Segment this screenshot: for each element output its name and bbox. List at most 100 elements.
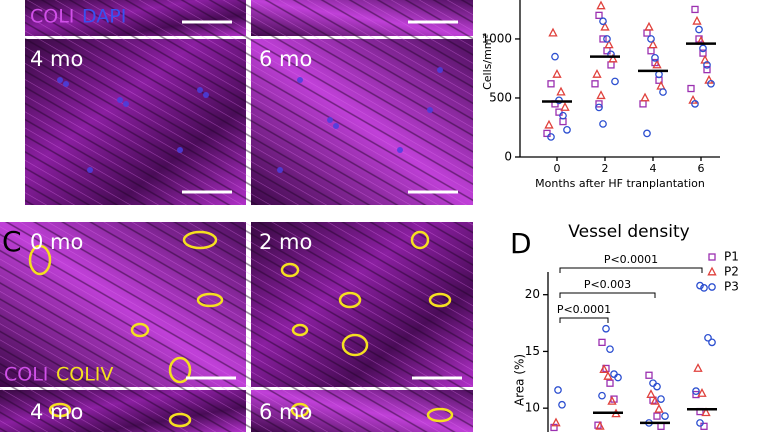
point: [556, 86, 566, 96]
point: [606, 345, 614, 354]
point: [696, 281, 704, 290]
panel-labels: COLI DAPI 4 mo 6 mo C 0 mo 2 mo 4 mo 6 m…: [2, 6, 312, 425]
time-label: 6 mo: [259, 47, 312, 71]
significance-bracket: [559, 317, 609, 323]
point: [647, 47, 655, 55]
point: [691, 5, 699, 14]
point: [563, 125, 571, 134]
point: [703, 61, 711, 69]
point: [552, 68, 562, 78]
y-tick-label: 0: [504, 150, 512, 164]
x-tick-label: 6: [698, 162, 705, 175]
time-label: 4 mo: [30, 47, 83, 71]
point: [598, 391, 606, 400]
point: [648, 39, 658, 49]
x-tick-label: 4: [650, 162, 657, 175]
point: [704, 333, 712, 342]
legend-label: P2: [724, 265, 739, 279]
point: [692, 387, 700, 395]
point: [595, 103, 603, 112]
point: [692, 15, 702, 25]
point: [558, 400, 566, 409]
point: [643, 129, 651, 138]
point: [639, 100, 647, 108]
point: [703, 65, 711, 74]
point: [607, 61, 615, 69]
point: [687, 84, 695, 93]
y-tick-label: 500: [489, 90, 512, 104]
point: [651, 53, 659, 62]
point: [606, 379, 614, 387]
point: [599, 120, 607, 128]
point: [602, 324, 610, 333]
point: [559, 111, 567, 120]
point: [560, 102, 570, 111]
point: [696, 419, 704, 427]
point: [701, 407, 711, 417]
point: [699, 44, 707, 53]
point: [644, 21, 654, 31]
point: [657, 395, 665, 403]
micrographs: [0, 0, 473, 432]
point: [595, 100, 603, 108]
panel-letter: D: [510, 227, 532, 260]
point: [547, 80, 555, 88]
point: [595, 11, 603, 19]
chart-title: Vessel density: [568, 222, 689, 242]
point: [691, 100, 699, 108]
point: [659, 88, 667, 96]
point: [603, 35, 611, 43]
time-label: 4 mo: [30, 400, 83, 424]
y-axis-label: Cells/mm²: [481, 34, 494, 90]
legend-marker: [707, 266, 717, 276]
point: [695, 25, 703, 34]
point: [551, 52, 559, 61]
point: [708, 338, 716, 347]
point: [704, 74, 714, 84]
point: [653, 382, 661, 391]
stain-label: COLIV: [56, 364, 113, 386]
y-tick-label: 15: [525, 344, 540, 358]
point: [592, 68, 602, 78]
point: [591, 80, 599, 88]
significance-bracket: [559, 267, 703, 273]
p-value: P<0.0001: [557, 303, 611, 316]
y-tick-label: 1000: [481, 31, 512, 45]
point: [700, 284, 708, 292]
x-tick-label: 2: [602, 162, 609, 175]
p-value: P<0.003: [584, 278, 631, 291]
point: [600, 21, 610, 31]
point: [693, 363, 703, 372]
x-tick-label: 0: [554, 162, 561, 175]
p-value: P<0.0001: [604, 253, 658, 266]
point: [607, 395, 617, 405]
point: [595, 420, 605, 430]
point: [650, 395, 660, 405]
point: [640, 92, 650, 102]
stain-label: COLI: [4, 364, 48, 386]
point: [654, 403, 664, 413]
legend-label: P1: [724, 250, 739, 264]
point: [608, 53, 618, 63]
panel-letter: C: [2, 225, 22, 258]
legend-marker: [708, 253, 716, 261]
time-label: 2 mo: [259, 230, 312, 254]
point: [699, 49, 707, 57]
point: [550, 423, 558, 432]
y-axis-label: Area (%): [513, 354, 527, 406]
stain-label: COLI: [30, 6, 74, 28]
point: [599, 17, 607, 26]
points: [543, 0, 715, 141]
time-label: 0 mo: [30, 230, 83, 254]
point: [700, 422, 708, 430]
x-axis-label: Months after HF tranplantation: [535, 177, 705, 190]
point: [543, 129, 551, 138]
time-label: 6 mo: [259, 400, 312, 424]
point: [598, 338, 606, 347]
y-tick-label: 20: [525, 287, 540, 301]
point: [661, 412, 669, 420]
y-tick-label: 10: [525, 401, 540, 415]
point: [647, 35, 655, 43]
